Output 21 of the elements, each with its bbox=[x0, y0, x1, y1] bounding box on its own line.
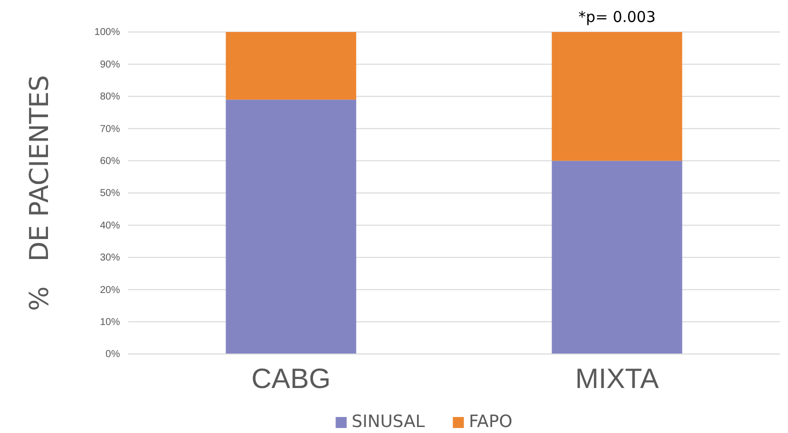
annotation: *p= 0.003 bbox=[578, 8, 656, 26]
y-tick-label: 60% bbox=[100, 156, 120, 167]
y-tick-label: 50% bbox=[100, 188, 120, 200]
x-tick-label: MIXTA bbox=[575, 362, 660, 394]
y-tick-label: 100% bbox=[94, 27, 120, 38]
y-tick-label: 10% bbox=[100, 317, 120, 328]
x-tick-label: CABG bbox=[251, 362, 331, 394]
y-tick-label: 0% bbox=[106, 349, 120, 360]
bar bbox=[226, 32, 356, 100]
y-tick-label: 40% bbox=[100, 220, 120, 232]
y-tick-label: 30% bbox=[100, 252, 120, 264]
bar bbox=[552, 32, 682, 161]
y-axis-title: % DE PACIENTES bbox=[25, 74, 55, 312]
y-tick-label: 90% bbox=[100, 59, 120, 70]
bar bbox=[226, 100, 356, 354]
y-tick-label: 80% bbox=[100, 92, 120, 103]
y-tick-label: 70% bbox=[100, 124, 120, 135]
y-tick-label: 20% bbox=[100, 284, 120, 296]
bar bbox=[552, 160, 682, 354]
legend-label: FAPO bbox=[468, 412, 512, 432]
legend-label: SINUSAL bbox=[352, 412, 426, 432]
